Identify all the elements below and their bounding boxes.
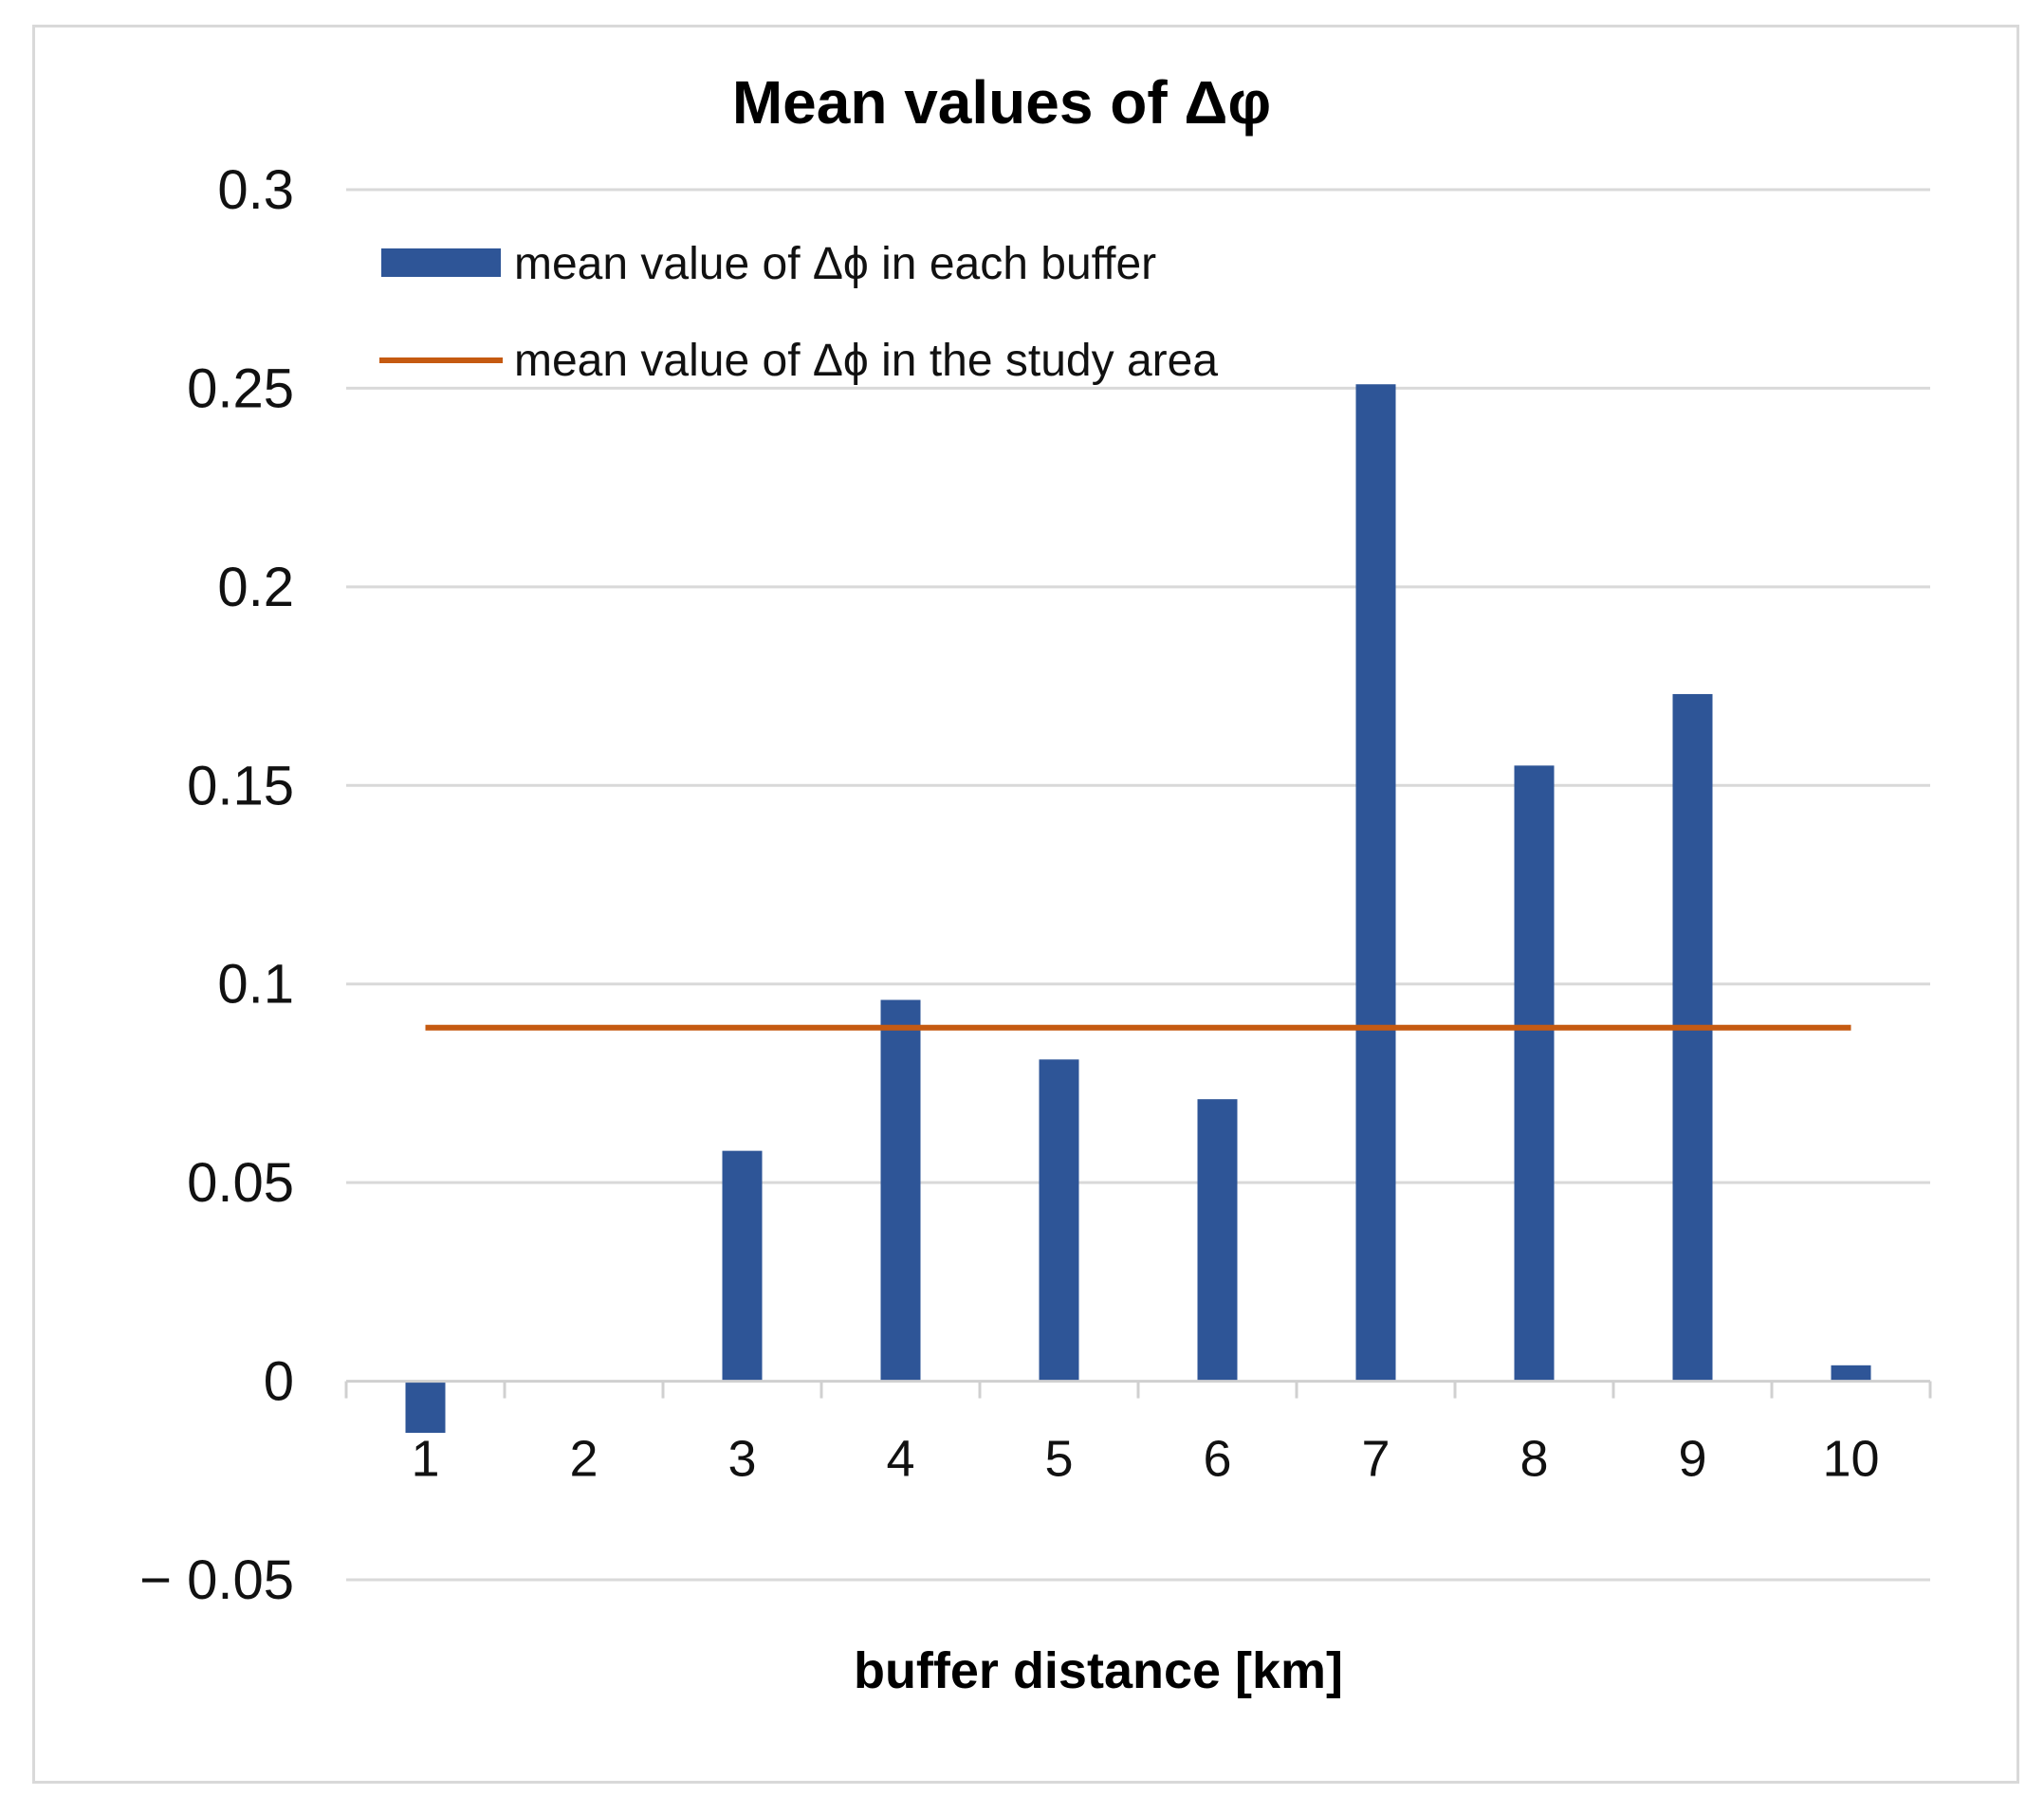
bar-5 (1039, 1059, 1079, 1382)
legend: mean value of Δϕ in each buffer mean val… (379, 239, 1218, 386)
legend-bar-label: mean value of Δϕ in each buffer (514, 239, 1156, 289)
x-tick-label: 3 (727, 1431, 756, 1488)
bars (405, 384, 1871, 1434)
x-tick-label: 10 (1822, 1431, 1879, 1488)
y-tick-label: − 0.05 (139, 1549, 294, 1611)
bar-9 (1672, 693, 1713, 1382)
y-tick-labels: 0.3 0.25 0.2 0.15 0.1 0.05 0 − 0.05 (139, 159, 294, 1611)
bar-3 (722, 1150, 763, 1382)
x-tick-label: 4 (886, 1431, 914, 1488)
y-tick-label: 0 (264, 1351, 294, 1413)
y-tick-label: 0.1 (217, 954, 294, 1016)
x-tick-labels: 1 2 3 4 5 6 7 8 9 10 (411, 1431, 1879, 1488)
x-tick-label: 5 (1044, 1431, 1073, 1488)
y-tick-label: 0.2 (217, 557, 294, 618)
y-tick-label: 0.15 (187, 755, 294, 816)
legend-line-label: mean value of Δϕ in the study area (514, 336, 1218, 386)
bar-10 (1831, 1365, 1871, 1382)
x-tick-label: 8 (1519, 1431, 1548, 1488)
x-tick-label: 1 (411, 1431, 439, 1488)
bar-8 (1514, 765, 1555, 1382)
x-tick-label: 9 (1678, 1431, 1706, 1488)
y-tick-label: 0.3 (217, 159, 294, 221)
y-tick-label: 0.05 (187, 1152, 294, 1214)
x-axis-title: buffer distance [km] (854, 1642, 1343, 1699)
chart-title: Mean values of Δφ (732, 68, 1271, 137)
y-tick-label: 0.25 (187, 357, 294, 419)
x-axis (344, 1380, 1932, 1399)
legend-bar-swatch (381, 248, 501, 277)
bar-6 (1197, 1099, 1238, 1382)
bar-7 (1355, 384, 1396, 1382)
grid-lines (346, 188, 1930, 1582)
x-tick-label: 6 (1203, 1431, 1231, 1488)
bar-1 (405, 1381, 446, 1434)
x-tick-label: 2 (569, 1431, 598, 1488)
bar-4 (880, 999, 921, 1382)
x-tick-label: 7 (1361, 1431, 1390, 1488)
